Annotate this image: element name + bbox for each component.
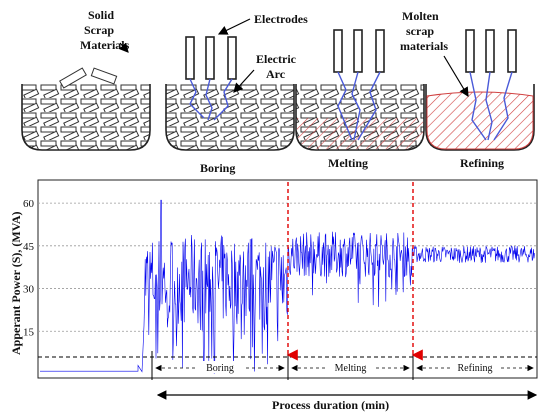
svg-text:Materials: Materials bbox=[80, 38, 130, 52]
label-electric-arc: Electric Arc bbox=[256, 52, 297, 81]
stage-label-boring: Boring bbox=[200, 161, 235, 175]
svg-text:Electric: Electric bbox=[256, 52, 297, 66]
label-molten: Molten scrap materials bbox=[400, 9, 448, 53]
x-axis-label: Process duration (min) bbox=[272, 398, 389, 412]
svg-text:Molten: Molten bbox=[402, 9, 439, 23]
svg-text:Solid: Solid bbox=[88, 8, 114, 22]
stage-label-melting: Melting bbox=[328, 156, 368, 170]
y-tick-label: 60 bbox=[23, 198, 35, 210]
stage-label-refining: Refining bbox=[460, 156, 504, 170]
y-tick-label: 15 bbox=[23, 326, 35, 338]
furnace-melting bbox=[295, 29, 425, 151]
phase-label: Refining bbox=[458, 363, 493, 374]
svg-text:scrap: scrap bbox=[406, 24, 434, 38]
y-tick-label: 30 bbox=[23, 284, 35, 296]
furnace-boring bbox=[165, 36, 295, 151]
phase-markers bbox=[286, 182, 423, 361]
svg-text:materials: materials bbox=[400, 39, 448, 53]
y-axis-label: Apperant Power (S), (MVA) bbox=[9, 211, 23, 355]
label-electrodes: Electrodes bbox=[254, 12, 308, 26]
y-tick-label: 45 bbox=[23, 241, 35, 253]
power-trace bbox=[40, 199, 535, 374]
svg-text:Scrap: Scrap bbox=[84, 23, 114, 37]
phase-label-bg bbox=[326, 361, 375, 373]
arc-pointer bbox=[233, 69, 255, 93]
solid-pointer bbox=[118, 42, 129, 53]
phase-bar: Boring Melting Refining bbox=[38, 351, 537, 380]
electrode-pointer bbox=[217, 18, 251, 35]
phase-label-bg bbox=[196, 361, 244, 373]
furnace-solid-scrap bbox=[21, 67, 151, 151]
furnace-refining bbox=[425, 29, 535, 151]
phase-label: Melting bbox=[335, 363, 367, 374]
phase-label-bg bbox=[451, 361, 499, 373]
molten-pointer bbox=[443, 55, 469, 98]
y-tick-labels: 60 45 30 15 bbox=[23, 198, 35, 338]
power-series bbox=[40, 199, 535, 374]
furnace-diagram: Solid Scrap Materials Electrodes Electri… bbox=[21, 8, 535, 175]
power-chart: 60 45 30 15 Apperant Power (S), (MVA) Borin… bbox=[9, 179, 538, 412]
phase-label: Boring bbox=[206, 363, 234, 374]
label-solid-scrap: Solid Scrap Materials bbox=[80, 8, 130, 52]
svg-text:Arc: Arc bbox=[266, 67, 286, 81]
